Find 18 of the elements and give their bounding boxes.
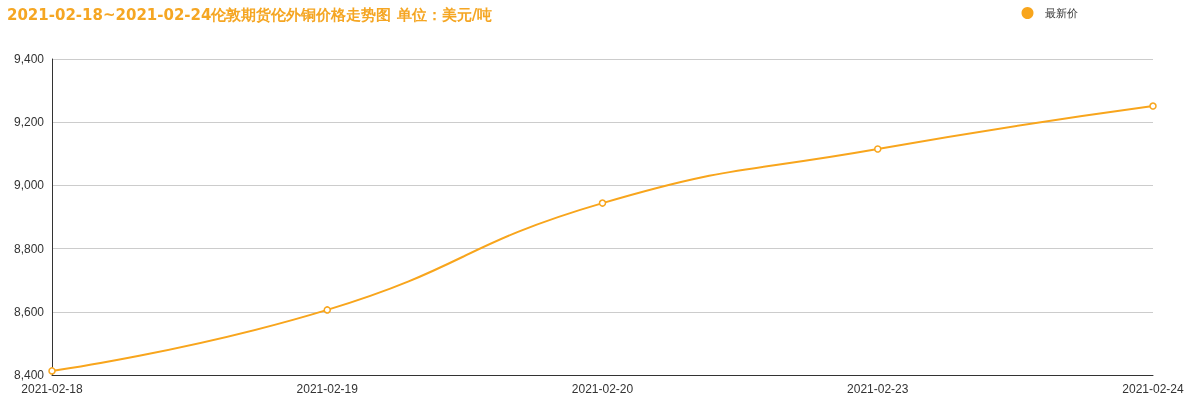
y-tick-label: 8,600: [13, 304, 45, 319]
point: [1149, 102, 1157, 110]
point: [48, 367, 56, 375]
x-tick-label: 2021-02-24: [1122, 382, 1185, 396]
x-tick-label: 2021-02-20: [571, 382, 634, 396]
legend-label: 最新价: [1045, 7, 1078, 19]
y-tick-label: 9,400: [13, 52, 45, 66]
point: [323, 306, 331, 314]
y-tick-label: 8,800: [13, 241, 45, 256]
y-tick-label: 9,200: [13, 115, 45, 130]
chart-title: 2021-02-18~2021-02-24伦敦期货伦外铜价格走势图 单位：美元/吨: [7, 5, 493, 24]
y-tick-label: 9,000: [13, 178, 45, 193]
point: [598, 199, 607, 207]
x-tick-label: 2021-02-23: [847, 382, 909, 396]
x-tick-label: 2021-02-18: [21, 382, 84, 396]
y-tick-label: 8,400: [13, 368, 45, 382]
point: [874, 145, 882, 153]
x-tick-label: 2021-02-19: [296, 382, 359, 396]
